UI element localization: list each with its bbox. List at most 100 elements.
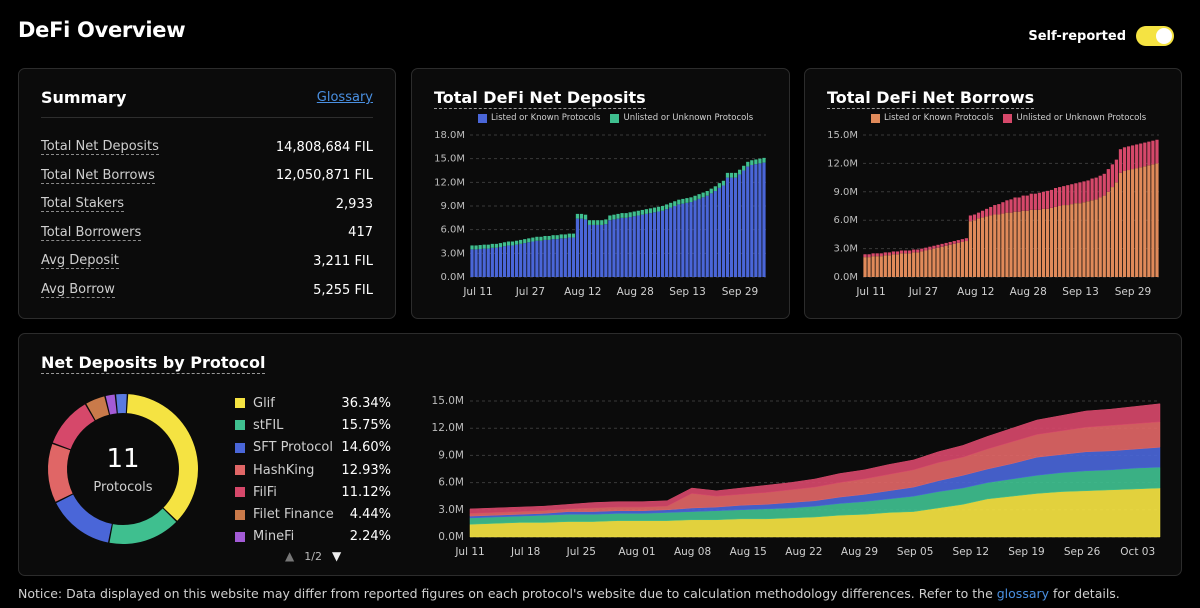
bar[interactable] (1094, 199, 1098, 277)
bar[interactable] (1017, 197, 1021, 212)
bar[interactable] (944, 245, 948, 277)
bar[interactable] (908, 250, 912, 254)
bar[interactable] (709, 193, 713, 277)
bar[interactable] (729, 172, 734, 178)
bar[interactable] (1147, 165, 1151, 277)
bar[interactable] (932, 248, 936, 277)
bar[interactable] (754, 164, 758, 277)
bar[interactable] (1037, 192, 1042, 210)
summary-row-label[interactable]: Total Borrowers (41, 224, 142, 241)
bar[interactable] (1126, 170, 1131, 277)
bar[interactable] (1053, 188, 1058, 207)
bar[interactable] (1139, 143, 1143, 168)
bar[interactable] (494, 247, 498, 277)
bar[interactable] (924, 247, 928, 251)
bar[interactable] (665, 204, 669, 210)
bar[interactable] (1110, 187, 1114, 277)
bar[interactable] (725, 177, 730, 277)
bar[interactable] (944, 242, 948, 246)
bar[interactable] (600, 224, 604, 277)
bar[interactable] (754, 159, 758, 165)
bar[interactable] (1033, 193, 1037, 210)
bar[interactable] (705, 195, 709, 277)
bar[interactable] (762, 157, 766, 163)
bar[interactable] (1155, 163, 1159, 277)
bar[interactable] (725, 172, 730, 178)
bar[interactable] (559, 238, 563, 277)
bar[interactable] (887, 255, 891, 277)
bar[interactable] (656, 206, 661, 212)
bar[interactable] (1074, 203, 1078, 277)
bar[interactable] (1009, 199, 1013, 213)
bar[interactable] (1062, 186, 1066, 206)
bar[interactable] (1086, 180, 1090, 202)
bar[interactable] (717, 187, 721, 277)
donut-slice[interactable] (47, 443, 73, 502)
bar[interactable] (543, 235, 547, 240)
bar[interactable] (539, 240, 543, 277)
bar[interactable] (1114, 159, 1119, 183)
bar[interactable] (563, 238, 567, 277)
bar[interactable] (628, 212, 632, 218)
bar[interactable] (916, 249, 920, 253)
notice-glossary-link[interactable]: glossary (996, 586, 1050, 601)
bar[interactable] (1021, 195, 1025, 211)
bar[interactable] (555, 235, 559, 240)
bar[interactable] (531, 241, 535, 278)
bar[interactable] (1151, 164, 1155, 277)
bar[interactable] (705, 191, 709, 196)
bar[interactable] (1155, 139, 1159, 164)
bar[interactable] (1021, 210, 1025, 277)
bar[interactable] (652, 212, 657, 277)
bar[interactable] (903, 250, 908, 254)
bar[interactable] (535, 236, 539, 241)
bar[interactable] (989, 206, 993, 216)
bar[interactable] (1122, 170, 1127, 277)
bar[interactable] (1094, 177, 1098, 200)
bar[interactable] (665, 209, 669, 277)
bar[interactable] (482, 248, 486, 277)
bar[interactable] (972, 220, 977, 277)
bar[interactable] (717, 183, 721, 188)
bar[interactable] (746, 166, 750, 277)
bar[interactable] (879, 253, 883, 257)
protocol-legend-item[interactable]: SFT Protocol 14.60% (235, 437, 391, 459)
summary-row-label[interactable]: Total Net Borrows (41, 167, 155, 184)
bar[interactable] (1045, 208, 1050, 277)
bar[interactable] (972, 214, 977, 221)
bar[interactable] (891, 254, 896, 277)
bar[interactable] (932, 245, 936, 249)
bar[interactable] (1029, 193, 1033, 210)
bar[interactable] (1147, 141, 1151, 166)
bar[interactable] (559, 234, 563, 239)
bar[interactable] (677, 199, 681, 205)
bar[interactable] (863, 257, 867, 277)
summary-row-label[interactable]: Total Stakers (41, 196, 124, 213)
bar[interactable] (1118, 149, 1123, 173)
bar[interactable] (685, 202, 689, 277)
bar[interactable] (968, 215, 973, 222)
bar[interactable] (519, 243, 523, 277)
bar[interactable] (1001, 202, 1005, 214)
bar[interactable] (997, 214, 1001, 277)
donut-slice[interactable] (52, 404, 95, 450)
bar[interactable] (673, 201, 677, 206)
bar[interactable] (879, 256, 883, 277)
bar[interactable] (1098, 197, 1102, 277)
bar[interactable] (1070, 204, 1074, 277)
bar[interactable] (474, 245, 478, 250)
bar[interactable] (1045, 190, 1050, 209)
bar[interactable] (648, 208, 653, 214)
bar[interactable] (758, 163, 762, 277)
bar[interactable] (571, 233, 576, 238)
bar[interactable] (486, 244, 490, 249)
bar[interactable] (948, 244, 952, 277)
bar[interactable] (535, 240, 539, 277)
bar[interactable] (1058, 206, 1062, 277)
donut-slice[interactable] (109, 508, 177, 544)
bar[interactable] (1025, 210, 1029, 277)
glossary-link[interactable]: Glossary (316, 90, 373, 105)
bar[interactable] (936, 247, 940, 277)
bar[interactable] (948, 241, 952, 245)
protocol-legend-item[interactable]: FilFi 11.12% (235, 481, 391, 503)
